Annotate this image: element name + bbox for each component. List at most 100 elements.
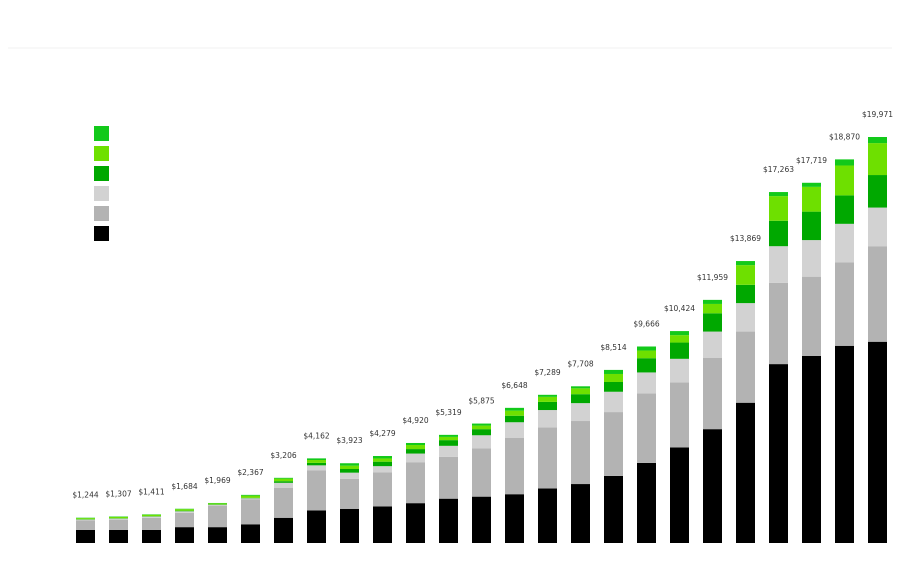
- bar-segment: [505, 407, 524, 411]
- bar-segment: [868, 143, 887, 176]
- bar-segment: [505, 410, 524, 416]
- bar-segment: [538, 401, 557, 411]
- bar-segment: [241, 495, 260, 498]
- bar-segment: [538, 394, 557, 397]
- bar-segment: [406, 442, 425, 446]
- total-label: $5,875: [468, 397, 494, 406]
- bar-segment: [406, 503, 425, 543]
- total-label: $8,514: [600, 343, 626, 352]
- bar-segment: [703, 331, 722, 359]
- bar-segment: [241, 494, 260, 496]
- bar-segment: [274, 517, 293, 543]
- bar-segment: [769, 192, 788, 197]
- bar-segment: [142, 514, 161, 517]
- bar-segment: [307, 462, 326, 466]
- bar-segment: [307, 465, 326, 471]
- bar-segment: [406, 449, 425, 454]
- bar-segment: [274, 481, 293, 483]
- total-label: $7,708: [567, 359, 593, 368]
- total-label: $1,307: [105, 489, 131, 498]
- bar-segment: [538, 427, 557, 489]
- bar-segment: [736, 402, 755, 543]
- total-label: $3,923: [336, 436, 362, 445]
- bar-segment: [835, 345, 854, 543]
- bar-segment: [406, 445, 425, 450]
- total-label: $1,411: [138, 487, 164, 496]
- total-label: $4,162: [303, 431, 329, 440]
- bar-segment: [769, 364, 788, 543]
- bar-segment: [439, 434, 458, 437]
- bar-segment: [175, 527, 194, 543]
- bar-segment: [835, 165, 854, 196]
- bar-segment: [703, 313, 722, 332]
- bar-segment: [802, 240, 821, 277]
- bar-segment: [868, 341, 887, 543]
- bar-segment: [340, 472, 359, 479]
- bar-segment: [637, 372, 656, 394]
- bar-segment: [505, 422, 524, 438]
- bar-segment: [241, 499, 260, 525]
- bar-segment: [340, 478, 359, 509]
- bar-segment: [109, 518, 128, 520]
- bar-segment: [868, 207, 887, 247]
- bar-segment: [340, 465, 359, 470]
- bar-segment: [538, 396, 557, 402]
- bar-segment: [373, 456, 392, 459]
- bar-segment: [703, 299, 722, 304]
- total-label: $17,719: [796, 156, 827, 165]
- bar-segment: [208, 527, 227, 543]
- bar-segment: [571, 421, 590, 485]
- bar-segment: [670, 342, 689, 359]
- total-label: $3,206: [270, 451, 296, 460]
- bar-segment: [274, 477, 293, 479]
- bar-segment: [736, 265, 755, 285]
- total-label: $1,684: [171, 482, 197, 491]
- bar-segment: [142, 517, 161, 530]
- bar-segment: [604, 373, 623, 382]
- bar-segment: [571, 386, 590, 389]
- bar-segment: [274, 482, 293, 488]
- bar-segment: [142, 529, 161, 543]
- bar-segment: [637, 350, 656, 359]
- bar-segment: [175, 509, 194, 511]
- bar-segment: [373, 506, 392, 543]
- bar-segment: [307, 510, 326, 543]
- bar-segment: [802, 355, 821, 543]
- legend-swatch: [94, 166, 109, 181]
- bar-segment: [604, 369, 623, 374]
- bar-segment: [769, 282, 788, 365]
- bar-segment: [670, 335, 689, 343]
- total-label: $1,969: [204, 476, 230, 485]
- bar-segment: [571, 388, 590, 395]
- bar-segment: [538, 410, 557, 428]
- legend-swatch: [94, 206, 109, 221]
- bar-segment: [769, 196, 788, 221]
- bar-segment: [439, 456, 458, 499]
- bar-segment: [802, 276, 821, 356]
- total-label: $4,279: [369, 429, 395, 438]
- bar-segment: [736, 261, 755, 266]
- bar-segment: [538, 488, 557, 543]
- bar-segment: [439, 498, 458, 543]
- bar-segment: [604, 475, 623, 543]
- bar-segment: [307, 460, 326, 463]
- legend-swatch: [94, 186, 109, 201]
- bar-segment: [109, 516, 128, 519]
- bar-segment: [472, 448, 491, 497]
- bar-segment: [505, 437, 524, 495]
- total-label: $19,971: [862, 110, 893, 119]
- bar-segment: [373, 466, 392, 473]
- bar-segment: [736, 331, 755, 403]
- bar-segment: [868, 137, 887, 144]
- bar-segment: [835, 262, 854, 346]
- bar-segment: [637, 393, 656, 463]
- bar-segment: [76, 520, 95, 530]
- bar-segment: [142, 516, 161, 518]
- bar-segment: [670, 447, 689, 543]
- bar-segment: [439, 440, 458, 446]
- bar-segment: [670, 331, 689, 336]
- total-label: $4,920: [402, 416, 428, 425]
- bar-segment: [109, 519, 128, 530]
- bar-segment: [76, 529, 95, 543]
